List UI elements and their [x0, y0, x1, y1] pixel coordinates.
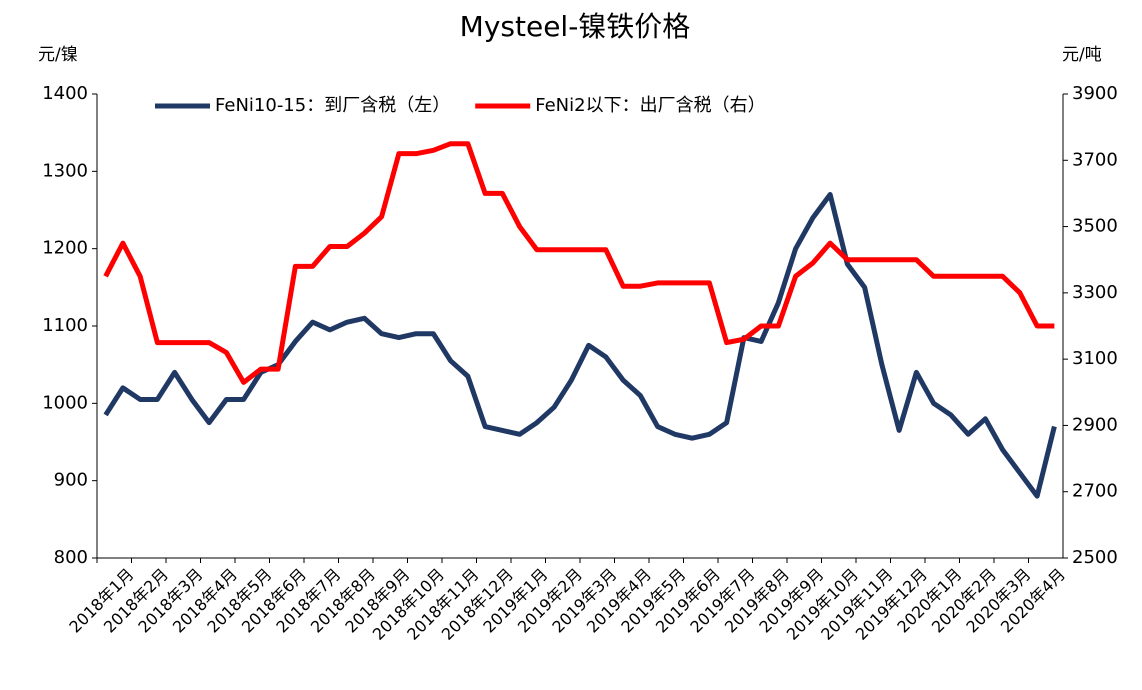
line-series — [103, 192, 1057, 499]
y2-tick-label: 3700 — [1072, 149, 1118, 170]
y2-tick-label: 2900 — [1072, 414, 1118, 435]
y2-tick-label: 2500 — [1072, 547, 1118, 568]
legend-label: FeNi10-15：到厂含税（左） — [215, 95, 450, 116]
chart-title: Mysteel-镍铁价格 — [460, 10, 691, 43]
y-tick-label: 900 — [54, 470, 88, 491]
y-tick-label: 1400 — [42, 83, 88, 104]
y-tick-label: 1300 — [42, 160, 88, 181]
y-tick-label: 800 — [54, 547, 88, 568]
y-axis-label: 元/镍 — [38, 45, 78, 65]
y-tick-label: 1200 — [42, 238, 88, 259]
legend-label: FeNi2以下：出厂含税（右） — [535, 95, 765, 116]
y2-tick-label: 3900 — [1072, 83, 1118, 104]
line-series — [103, 141, 1055, 385]
y2-tick-label: 3300 — [1072, 282, 1118, 303]
y-tick-label: 1100 — [42, 315, 88, 336]
y-tick-label: 1000 — [42, 392, 88, 413]
y2-tick-label: 3100 — [1072, 348, 1118, 369]
y2-tick-label: 2700 — [1072, 481, 1118, 502]
y2-tick-label: 3500 — [1072, 216, 1118, 237]
y2-axis-label: 元/吨 — [1062, 45, 1102, 65]
